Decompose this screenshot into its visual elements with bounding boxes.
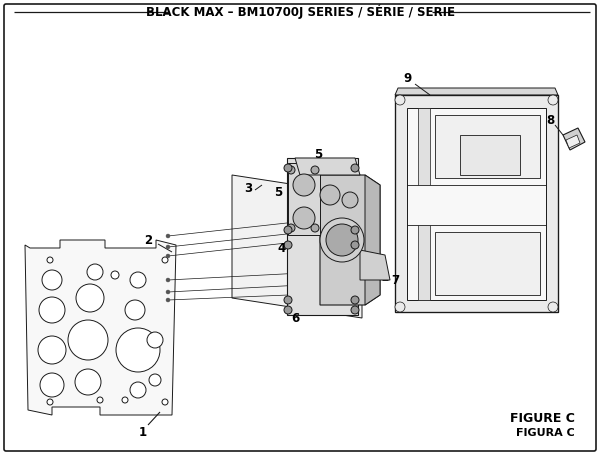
Polygon shape bbox=[25, 240, 176, 415]
Ellipse shape bbox=[97, 397, 103, 403]
Ellipse shape bbox=[395, 302, 405, 312]
Ellipse shape bbox=[311, 166, 319, 174]
Polygon shape bbox=[320, 175, 380, 305]
Ellipse shape bbox=[42, 270, 62, 290]
Ellipse shape bbox=[351, 241, 359, 249]
Ellipse shape bbox=[351, 296, 359, 304]
Ellipse shape bbox=[39, 297, 65, 323]
Ellipse shape bbox=[284, 296, 292, 304]
Text: 7: 7 bbox=[391, 273, 399, 287]
Polygon shape bbox=[435, 115, 540, 178]
Polygon shape bbox=[288, 163, 320, 235]
Ellipse shape bbox=[149, 374, 161, 386]
Ellipse shape bbox=[166, 234, 170, 238]
Ellipse shape bbox=[75, 369, 101, 395]
Ellipse shape bbox=[320, 218, 364, 262]
Ellipse shape bbox=[284, 226, 292, 234]
Ellipse shape bbox=[166, 254, 170, 258]
Polygon shape bbox=[407, 108, 546, 300]
Ellipse shape bbox=[548, 95, 558, 105]
Ellipse shape bbox=[342, 192, 358, 208]
Text: BLACK MAX – BM10700J SERIES / SÉRIE / SERIE: BLACK MAX – BM10700J SERIES / SÉRIE / SE… bbox=[146, 5, 455, 19]
Ellipse shape bbox=[130, 382, 146, 398]
Ellipse shape bbox=[284, 241, 292, 249]
Text: FIGURA C: FIGURA C bbox=[516, 428, 575, 438]
Polygon shape bbox=[232, 175, 362, 318]
Text: 6: 6 bbox=[291, 312, 299, 324]
Ellipse shape bbox=[38, 336, 66, 364]
Ellipse shape bbox=[122, 397, 128, 403]
Ellipse shape bbox=[125, 300, 145, 320]
Ellipse shape bbox=[548, 302, 558, 312]
Ellipse shape bbox=[351, 226, 359, 234]
Ellipse shape bbox=[287, 166, 295, 174]
Ellipse shape bbox=[351, 306, 359, 314]
Ellipse shape bbox=[293, 174, 315, 196]
Text: 8: 8 bbox=[546, 113, 554, 126]
Text: 1: 1 bbox=[139, 425, 147, 439]
Ellipse shape bbox=[162, 399, 168, 405]
Ellipse shape bbox=[111, 271, 119, 279]
Text: 4: 4 bbox=[278, 242, 286, 254]
Polygon shape bbox=[435, 232, 540, 295]
Polygon shape bbox=[418, 108, 430, 185]
Text: 5: 5 bbox=[314, 148, 322, 162]
Polygon shape bbox=[287, 158, 358, 315]
Ellipse shape bbox=[293, 207, 315, 229]
Ellipse shape bbox=[130, 272, 146, 288]
Polygon shape bbox=[395, 88, 558, 95]
Ellipse shape bbox=[351, 164, 359, 172]
Ellipse shape bbox=[76, 284, 104, 312]
Ellipse shape bbox=[87, 264, 103, 280]
Text: FIGURE C: FIGURE C bbox=[510, 413, 575, 425]
Ellipse shape bbox=[284, 164, 292, 172]
Ellipse shape bbox=[166, 290, 170, 294]
Polygon shape bbox=[365, 175, 380, 305]
Ellipse shape bbox=[320, 185, 340, 205]
Text: 9: 9 bbox=[404, 71, 412, 85]
Text: 5: 5 bbox=[274, 187, 282, 199]
Ellipse shape bbox=[47, 399, 53, 405]
Ellipse shape bbox=[166, 298, 170, 302]
Polygon shape bbox=[360, 250, 390, 280]
Text: 3: 3 bbox=[244, 182, 252, 194]
Ellipse shape bbox=[166, 245, 170, 249]
Polygon shape bbox=[566, 135, 580, 148]
Ellipse shape bbox=[147, 332, 163, 348]
Polygon shape bbox=[460, 135, 520, 175]
Ellipse shape bbox=[326, 224, 358, 256]
Text: 2: 2 bbox=[144, 233, 152, 247]
Ellipse shape bbox=[395, 95, 405, 105]
Ellipse shape bbox=[284, 306, 292, 314]
Ellipse shape bbox=[311, 224, 319, 232]
Polygon shape bbox=[395, 95, 558, 312]
Ellipse shape bbox=[68, 320, 108, 360]
Ellipse shape bbox=[162, 257, 168, 263]
Ellipse shape bbox=[166, 278, 170, 282]
Ellipse shape bbox=[40, 373, 64, 397]
Ellipse shape bbox=[287, 224, 295, 232]
Polygon shape bbox=[295, 158, 360, 175]
Ellipse shape bbox=[116, 328, 160, 372]
Polygon shape bbox=[418, 225, 430, 300]
Polygon shape bbox=[563, 128, 585, 150]
Ellipse shape bbox=[47, 257, 53, 263]
